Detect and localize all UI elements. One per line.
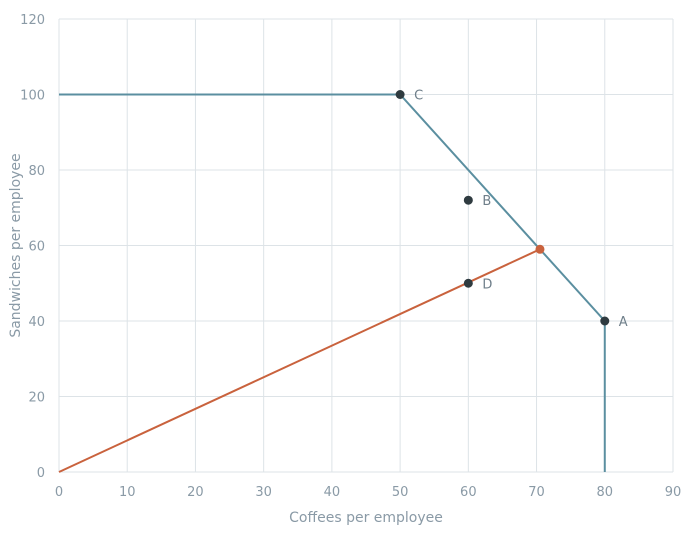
x-tick-label: 80 xyxy=(597,485,614,500)
grid xyxy=(58,18,674,473)
x-tick-label: 30 xyxy=(255,485,272,500)
y-tick-label: 0 xyxy=(37,466,45,481)
x-tick-label: 10 xyxy=(119,485,136,500)
point-label: C xyxy=(414,89,423,104)
x-tick-label: 50 xyxy=(392,485,409,500)
x-tick-label: 70 xyxy=(528,485,545,500)
y-tick-label: 60 xyxy=(28,240,45,255)
x-axis-label: Coffees per employee xyxy=(289,510,443,526)
point-label: A xyxy=(619,315,628,330)
y-tick-label: 80 xyxy=(28,164,45,179)
data-point xyxy=(600,316,610,326)
data-point xyxy=(395,90,405,99)
x-tick-label: 90 xyxy=(665,485,682,500)
x-tick-label: 20 xyxy=(187,485,204,500)
data-point xyxy=(463,195,473,205)
point-label: D xyxy=(482,277,492,292)
y-tick-label: 20 xyxy=(28,391,45,406)
data-points: C B D A xyxy=(395,89,628,330)
y-tick-label: 40 xyxy=(28,315,45,330)
y-axis-label: Sandwiches per employee xyxy=(8,153,24,337)
point-label: B xyxy=(482,194,491,209)
x-tick-label: 0 xyxy=(55,485,63,500)
data-point xyxy=(463,278,473,288)
x-tick-label: 60 xyxy=(460,485,477,500)
tick-labels: 0 10 20 30 40 50 60 70 80 90 0 20 40 60 80 100 120 xyxy=(20,13,681,500)
y-tick-label: 120 xyxy=(20,13,45,28)
data-point xyxy=(535,244,545,254)
series-line xyxy=(58,248,541,473)
x-tick-label: 40 xyxy=(324,485,341,500)
y-tick-label: 100 xyxy=(20,89,45,104)
